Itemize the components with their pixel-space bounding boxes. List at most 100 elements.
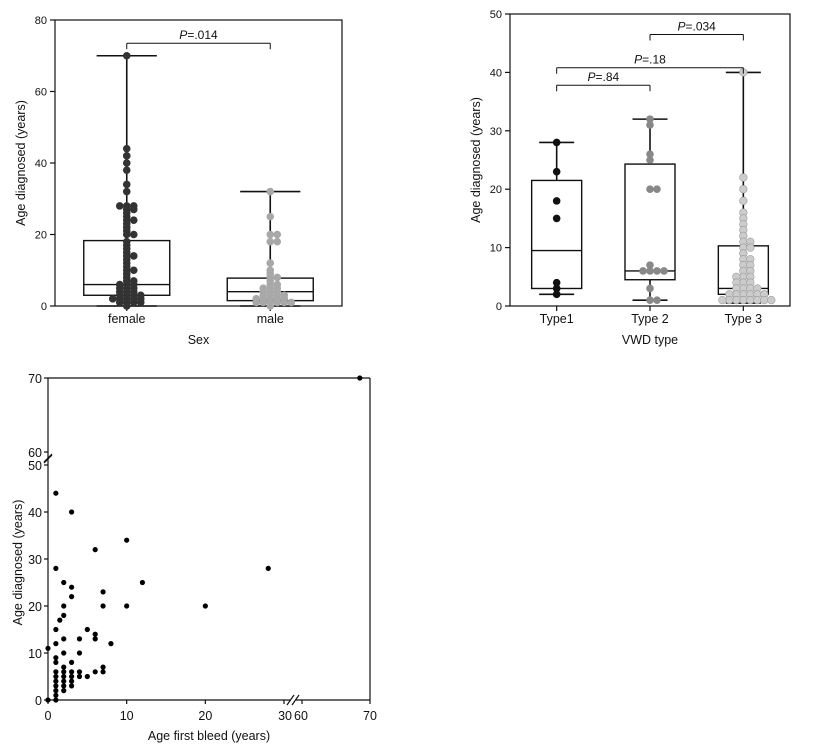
data-point bbox=[646, 115, 654, 123]
data-point bbox=[273, 230, 282, 239]
data-point bbox=[739, 173, 748, 182]
data-point bbox=[552, 290, 561, 299]
data-point bbox=[61, 612, 67, 619]
data-point bbox=[552, 278, 561, 287]
data-point bbox=[61, 579, 67, 586]
x-axis-label: Sex bbox=[188, 333, 210, 347]
chart-vwd: 0 10 20 30 40 50 Type1 Type 2 Type 3 VWD type Age … bbox=[469, 9, 791, 347]
y-tick-label: 0 bbox=[35, 694, 42, 708]
data-point bbox=[739, 185, 748, 194]
data-point bbox=[653, 267, 661, 275]
data-point bbox=[53, 490, 59, 496]
data-point bbox=[53, 673, 59, 680]
x-tick-label: Type 3 bbox=[725, 312, 763, 326]
data-point bbox=[266, 302, 275, 310]
x-tick-label: 20 bbox=[198, 709, 212, 723]
data-point bbox=[129, 230, 138, 239]
y-tick-label: 10 bbox=[28, 647, 42, 661]
p-value-label: P=.84 bbox=[587, 70, 619, 84]
x-tick-label: Type 2 bbox=[631, 312, 669, 326]
data-point bbox=[266, 259, 275, 267]
x-tick-label: 10 bbox=[120, 709, 134, 723]
p-value-label: P=.034 bbox=[677, 19, 716, 33]
data-point bbox=[124, 603, 130, 609]
data-point bbox=[115, 298, 124, 307]
data-point bbox=[129, 298, 138, 307]
data-point bbox=[760, 296, 769, 305]
data-point bbox=[53, 683, 59, 689]
data-point bbox=[660, 267, 668, 275]
data-point bbox=[646, 150, 654, 158]
data-point bbox=[287, 298, 296, 307]
data-point bbox=[259, 298, 268, 307]
data-point bbox=[357, 375, 363, 381]
data-point bbox=[202, 603, 208, 609]
data-point bbox=[552, 197, 561, 205]
data-point bbox=[646, 284, 654, 293]
data-point bbox=[552, 214, 561, 223]
y-axis-label: Age diagnosed (years) bbox=[14, 100, 28, 226]
y-tick-label: 30 bbox=[28, 553, 42, 567]
data-point bbox=[653, 185, 661, 193]
data-point bbox=[61, 669, 67, 675]
data-point bbox=[552, 284, 561, 293]
data-point bbox=[273, 273, 282, 282]
box bbox=[530, 179, 583, 290]
data-point bbox=[100, 664, 106, 670]
data-point bbox=[732, 296, 741, 305]
y-tick-label: 10 bbox=[490, 243, 502, 255]
data-point bbox=[718, 296, 727, 305]
data-point bbox=[646, 267, 654, 275]
x-axis-label: Age first bleed (years) bbox=[148, 729, 270, 743]
data-point bbox=[108, 295, 117, 303]
data-point bbox=[61, 688, 67, 694]
data-point bbox=[69, 594, 75, 600]
data-point bbox=[280, 298, 289, 307]
x-axis-label: VWD type bbox=[622, 333, 678, 347]
data-point bbox=[69, 584, 75, 590]
data-point bbox=[84, 673, 90, 680]
data-point bbox=[273, 298, 282, 307]
data-point bbox=[57, 617, 63, 623]
data-point bbox=[100, 603, 106, 609]
data-point bbox=[122, 230, 131, 239]
plot-frame bbox=[54, 19, 343, 307]
data-point bbox=[53, 669, 59, 675]
data-point bbox=[767, 296, 776, 305]
x-tick-label: 70 bbox=[363, 709, 377, 723]
y-tick-label: 0 bbox=[41, 301, 47, 313]
data-point bbox=[69, 683, 75, 689]
y-tick-label: 20 bbox=[490, 184, 502, 196]
y-break-mark bbox=[43, 454, 53, 464]
data-point bbox=[139, 579, 145, 586]
data-point bbox=[69, 673, 75, 680]
box bbox=[624, 163, 676, 281]
data-point bbox=[129, 266, 138, 275]
y-tick-label: 50 bbox=[490, 9, 502, 21]
data-point bbox=[92, 669, 98, 675]
y-axis-label: Age diagnosed (years) bbox=[11, 500, 25, 626]
data-point bbox=[129, 216, 138, 224]
data-point bbox=[76, 650, 83, 656]
x-tick-label: Type1 bbox=[540, 312, 574, 326]
data-point bbox=[739, 196, 748, 205]
y-tick-label: 80 bbox=[35, 15, 47, 27]
data-point bbox=[646, 261, 654, 269]
data-point bbox=[124, 537, 130, 543]
data-point bbox=[646, 185, 654, 193]
data-point bbox=[646, 121, 654, 129]
data-point bbox=[266, 230, 275, 239]
data-point bbox=[92, 631, 98, 637]
data-point bbox=[61, 636, 67, 642]
data-point bbox=[552, 138, 561, 147]
data-point bbox=[61, 650, 67, 656]
data-point bbox=[61, 603, 67, 609]
data-point bbox=[69, 659, 75, 666]
data-point bbox=[646, 296, 654, 304]
y-tick-label: 20 bbox=[35, 230, 47, 242]
data-point bbox=[76, 636, 83, 642]
x-break-mark bbox=[291, 694, 300, 706]
y-tick-label: 20 bbox=[28, 600, 42, 614]
data-point bbox=[122, 302, 131, 310]
data-point bbox=[45, 645, 51, 651]
